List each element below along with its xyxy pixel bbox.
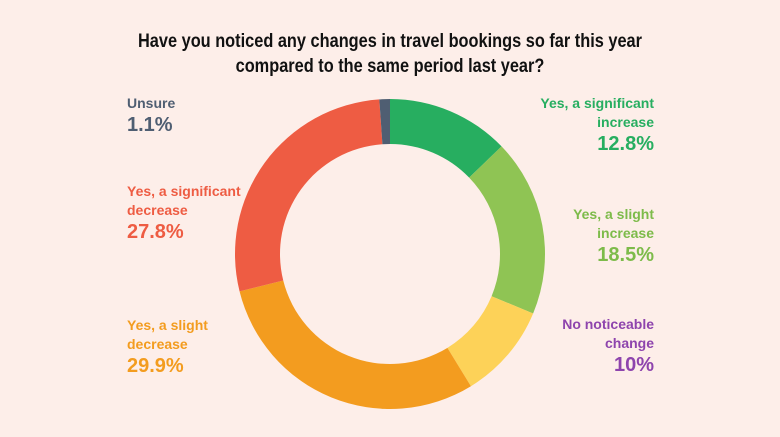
label-unsure-name: Unsure xyxy=(127,95,176,111)
label-slight-increase: Yes, a slight increase 18.5% xyxy=(573,205,654,267)
label-slight-decrease-name-2: decrease xyxy=(127,336,188,352)
label-no-change-value: 10% xyxy=(613,354,654,376)
donut-slice-yes-a-slight-increase xyxy=(469,146,545,314)
label-unsure-value: 1.1% xyxy=(127,114,173,136)
label-significant-increase-value: 12.8% xyxy=(597,133,654,155)
label-significant-decrease-name-1: Yes, a significant xyxy=(127,183,241,199)
donut-slice-no-noticeable-change xyxy=(447,296,534,387)
label-slight-increase-name-1: Yes, a slight xyxy=(573,206,654,222)
label-slight-increase-name-2: increase xyxy=(597,225,654,241)
donut-slice-unsure xyxy=(379,99,390,145)
label-slight-decrease: Yes, a slight decrease 29.9% xyxy=(127,316,208,378)
label-no-change-name-2: change xyxy=(604,335,654,351)
label-slight-decrease-value: 29.9% xyxy=(127,355,184,377)
chart-title: Have you noticed any changes in travel b… xyxy=(55,29,726,79)
label-significant-increase: Yes, a significant increase 12.8% xyxy=(540,94,654,156)
label-significant-decrease-name-2: decrease xyxy=(127,202,188,218)
label-slight-decrease-name-1: Yes, a slight xyxy=(127,317,208,333)
donut-slice-yes-a-significant-increase xyxy=(390,99,502,178)
label-significant-increase-name-1: Yes, a significant xyxy=(540,95,654,111)
label-unsure: Unsure 1.1% xyxy=(127,94,175,137)
label-no-change: No noticeable change 10% xyxy=(562,315,654,377)
label-significant-increase-name-2: increase xyxy=(597,114,654,130)
donut-slice-yes-a-slight-decrease xyxy=(239,280,471,409)
chart-title-line-1: Have you noticed any changes in travel b… xyxy=(138,31,642,52)
label-no-change-name-1: No noticeable xyxy=(562,316,654,332)
donut-slices xyxy=(234,99,545,409)
label-significant-decrease: Yes, a significant decrease 27.8% xyxy=(127,182,241,244)
label-significant-decrease-value: 27.8% xyxy=(127,221,184,243)
donut-slice-yes-a-significant-decrease xyxy=(234,99,383,292)
chart-title-line-2: compared to the same period last year? xyxy=(235,56,545,77)
label-slight-increase-value: 18.5% xyxy=(597,244,654,266)
